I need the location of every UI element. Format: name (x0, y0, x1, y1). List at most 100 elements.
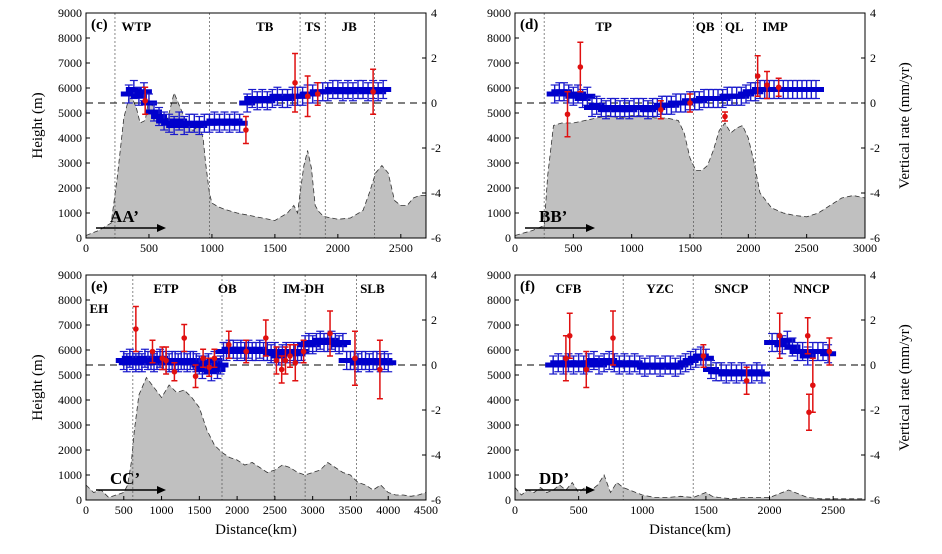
x-tick-label: 500 (570, 503, 588, 517)
region-label: JB (342, 19, 358, 34)
y2-tick-label: -2 (870, 141, 880, 155)
red-rate-point (754, 73, 761, 79)
region-label: WTP (122, 19, 152, 34)
red-rate-point (826, 348, 833, 355)
red-rate-point (226, 341, 232, 348)
red-rate-point (300, 348, 307, 355)
panel-label: (e) (91, 279, 108, 295)
region-label: QB (696, 19, 715, 34)
red-rate-point (206, 364, 212, 371)
x-tick-label: 1500 (678, 241, 702, 255)
y2-tick-label: -2 (870, 403, 880, 417)
y-tick-label: 0 (505, 231, 511, 245)
y-tick-label: 2000 (487, 443, 511, 457)
y-tick-label: 0 (76, 231, 82, 245)
y-tick-label: 7000 (58, 56, 82, 70)
x-tick-label: 500 (564, 241, 582, 255)
region-label: IM-DH (283, 281, 324, 296)
y2-tick-label: 4 (870, 6, 876, 20)
y-tick-label: 5000 (58, 106, 82, 120)
red-rate-point (810, 382, 816, 389)
y-tick-label: 8000 (487, 31, 511, 45)
red-rate-point (292, 359, 299, 366)
y-tick-label: 9000 (58, 6, 82, 20)
plot-frame (514, 274, 866, 501)
panel-label: (c) (91, 17, 108, 33)
y-tick-label: 0 (505, 493, 511, 507)
x-tick-label: 0 (512, 503, 518, 517)
y-tick-label: 9000 (487, 6, 511, 20)
red-rate-point (700, 353, 707, 359)
red-rate-point (181, 335, 188, 341)
y-tick-label: 8000 (58, 293, 82, 307)
red-rate-point (243, 127, 249, 133)
y-tick-label: 9000 (58, 268, 82, 282)
red-rate-point (776, 332, 783, 339)
red-rate-point (314, 91, 321, 97)
y-tick-label: 8000 (487, 293, 511, 307)
red-rate-point (133, 326, 139, 332)
region-label: ETP (153, 281, 178, 296)
region-label: EH (89, 301, 108, 316)
profile-label: BB’ (539, 207, 567, 226)
y2-tick-label: 0 (870, 96, 876, 110)
profile-arrow-head (157, 486, 166, 494)
red-rate-point (377, 366, 383, 373)
red-rate-point (658, 106, 664, 113)
profile-arrow-head (157, 224, 166, 232)
x-tick-label: 3500 (338, 503, 362, 517)
x-tick-label: 2500 (263, 503, 287, 517)
y-tick-label: 1000 (487, 206, 511, 220)
y-tick-label: 8000 (58, 31, 82, 45)
red-rate-point (764, 82, 770, 88)
y-tick-label: 1000 (58, 206, 82, 220)
red-rate-point (243, 348, 249, 355)
x-tick-label: 2500 (795, 241, 819, 255)
y2-tick-label: -6 (431, 493, 441, 507)
y-axis-title: Height (m) (30, 92, 46, 158)
y-tick-label: 3000 (58, 156, 82, 170)
panel-d: 0100020003000400050006000700080009000-6-… (487, 6, 913, 255)
x-tick-label: 0 (83, 241, 89, 255)
red-rate-point (563, 355, 569, 362)
x-tick-label: 500 (115, 503, 133, 517)
region-label: QL (725, 19, 744, 34)
y2-tick-label: 2 (431, 51, 437, 65)
region-label: TB (256, 19, 274, 34)
x-tick-label: 3000 (301, 503, 325, 517)
y-tick-label: 6000 (487, 81, 511, 95)
red-rate-point (163, 357, 169, 364)
x-tick-label: 2500 (389, 241, 413, 255)
y2-tick-label: 0 (431, 96, 437, 110)
y2-tick-label: -6 (870, 231, 880, 245)
x-tick-label: 2000 (758, 503, 782, 517)
profile-label: AA’ (110, 207, 139, 226)
x-tick-label: 1500 (187, 503, 211, 517)
y-tick-label: 2000 (487, 181, 511, 195)
x-tick-label: 0 (83, 503, 89, 517)
red-rate-point (149, 348, 156, 355)
red-rate-point (282, 357, 289, 364)
x-tick-label: 1000 (200, 241, 224, 255)
red-rate-point (263, 335, 269, 341)
y2-tick-label: -4 (870, 448, 880, 462)
region-label: CFB (555, 281, 581, 296)
y-tick-label: 4000 (487, 393, 511, 407)
y-tick-label: 3000 (487, 156, 511, 170)
red-rate-point (722, 113, 728, 120)
region-label: NNCP (793, 281, 829, 296)
topography-area (515, 115, 865, 238)
red-rate-point (743, 377, 750, 384)
y-tick-label: 5000 (487, 368, 511, 382)
x-tick-label: 1500 (694, 503, 718, 517)
y-tick-label: 1000 (58, 468, 82, 482)
y2-tick-label: -6 (431, 231, 441, 245)
y2-tick-label: 0 (870, 358, 876, 372)
x-tick-label: 0 (512, 241, 518, 255)
y2-tick-label: -6 (870, 493, 880, 507)
red-rate-point (327, 330, 333, 337)
region-label: OB (218, 281, 237, 296)
panel-c: 0100020003000400050006000700080009000-6-… (30, 6, 441, 255)
profile-arrow-head (586, 224, 595, 232)
region-label: YZC (646, 281, 673, 296)
